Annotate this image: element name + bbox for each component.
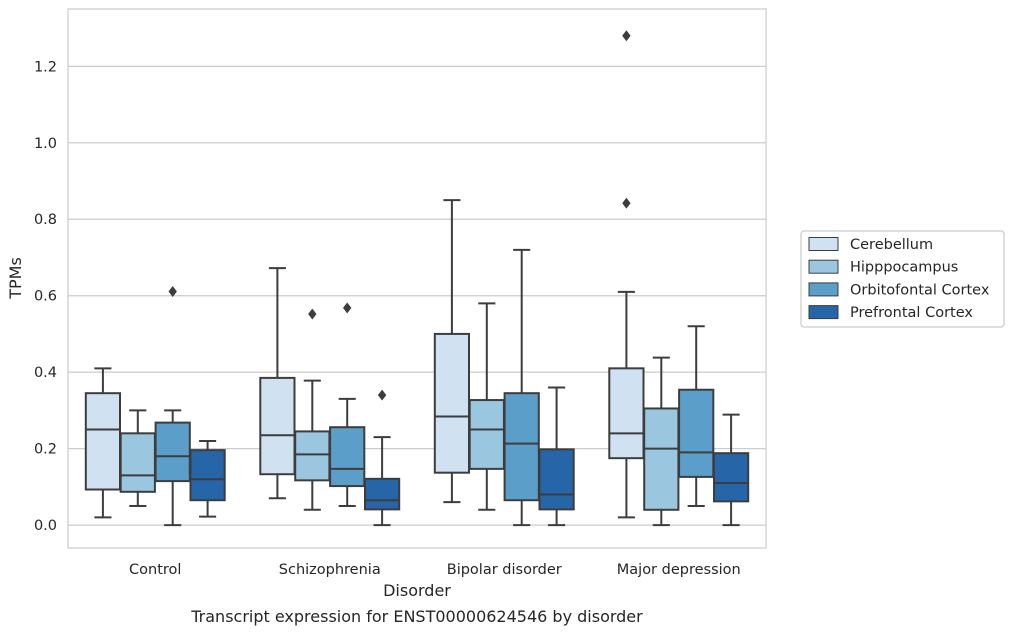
y-tick-labels: 0.0 0.2 0.4 0.6 0.8 1.0 1.2: [34, 59, 57, 534]
iqr-box: [189, 449, 226, 502]
chart-caption: Transcript expression for ENST0000062454…: [190, 607, 643, 626]
box-hipppocampus: [643, 356, 680, 527]
outlier-point: [377, 389, 387, 401]
box-orbitofontal-cortex: [678, 325, 715, 507]
legend-label: Prefrontal Cortex: [850, 305, 973, 321]
iqr-box: [84, 392, 122, 491]
x-tick-labels: Control Schizophrenia Bipolar disorder Majo…: [129, 562, 741, 578]
iqr-box: [538, 448, 575, 511]
box-cerebellum: [259, 267, 296, 500]
box-cerebellum: [433, 199, 471, 504]
x-axis-label: Disorder: [383, 581, 451, 600]
box-cerebellum: [608, 30, 645, 519]
legend-item: Orbitofontal Cortex: [808, 282, 990, 298]
y-tick-label: 0.2: [34, 442, 57, 458]
y-tick-label: 1.0: [34, 136, 57, 152]
y-tick-label: 0.8: [34, 212, 57, 228]
box-prefrontal-cortex: [363, 389, 401, 527]
legend-swatch: [808, 282, 839, 297]
iqr-box: [294, 430, 331, 482]
legend-label: Cerebellum: [850, 237, 933, 253]
legend-label: Hipppocampus: [850, 260, 958, 276]
iqr-box: [712, 452, 750, 503]
y-tick-label: 0.4: [34, 365, 57, 381]
box-prefrontal-cortex: [538, 386, 575, 527]
y-tick-label: 0.0: [34, 518, 57, 534]
box-orbitofontal-cortex: [503, 248, 540, 527]
boxes: [84, 30, 750, 527]
box-hipppocampus: [119, 409, 156, 507]
legend-item: Cerebellum: [808, 237, 933, 253]
plot-frame: [67, 8, 767, 549]
box-cerebellum: [84, 367, 122, 519]
iqr-box: [468, 399, 505, 470]
iqr-box: [503, 392, 540, 502]
box-prefrontal-cortex: [189, 439, 226, 518]
iqr-box: [433, 332, 471, 474]
y-axis-label: TPMs: [6, 257, 25, 300]
x-tick-label: Major depression: [617, 562, 741, 578]
legend-frame: [800, 230, 1005, 328]
box-prefrontal-cortex: [712, 413, 750, 527]
box-hipppocampus: [294, 308, 331, 511]
x-tick-label: Bipolar disorder: [447, 562, 562, 578]
outlier-point: [308, 308, 317, 320]
box-hipppocampus: [468, 302, 505, 511]
x-tick-label: Control: [129, 562, 181, 578]
iqr-box: [259, 376, 296, 476]
iqr-box: [678, 388, 715, 478]
iqr-box: [608, 367, 645, 460]
y-tick-label: 1.2: [34, 59, 57, 75]
legend-label: Orbitofontal Cortex: [850, 282, 990, 298]
x-tick-label: Schizophrenia: [279, 562, 381, 578]
legend-item: Prefrontal Cortex: [808, 305, 973, 321]
box-orbitofontal-cortex: [329, 302, 366, 507]
legend-swatch: [808, 237, 839, 251]
iqr-box: [154, 421, 191, 483]
iqr-box: [119, 432, 156, 493]
iqr-box: [643, 407, 680, 511]
legend-swatch: [808, 259, 839, 274]
iqr-box: [363, 477, 401, 511]
y-tick-label: 0.6: [34, 289, 57, 305]
outlier-point: [168, 286, 177, 297]
box-orbitofontal-cortex: [154, 286, 191, 527]
iqr-box: [329, 426, 366, 488]
legend: Cerebellum Hipppocampus Orbitofontal Corte…: [800, 230, 1005, 328]
legend-item: Hipppocampus: [808, 259, 958, 276]
outlier-point: [622, 197, 631, 209]
outlier-point: [622, 30, 631, 42]
outlier-point: [343, 302, 352, 314]
legend-swatch: [808, 305, 839, 320]
